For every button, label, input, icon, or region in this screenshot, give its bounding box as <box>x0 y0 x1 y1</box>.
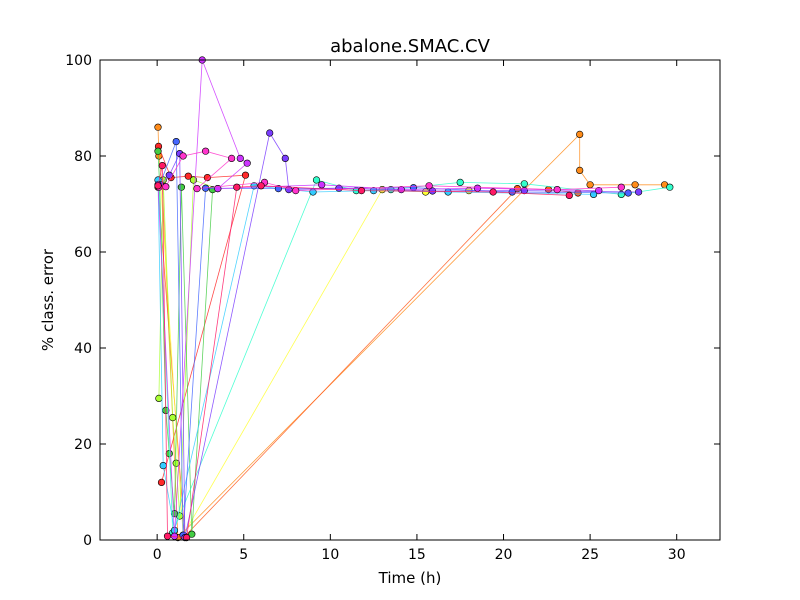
series-12-point-7 <box>489 188 497 196</box>
series-12-point-8 <box>565 191 573 199</box>
series-6-point-8 <box>666 183 674 191</box>
series-8-point-6 <box>508 188 516 196</box>
x-tick-label-1: 5 <box>239 547 248 563</box>
series-6-point-5 <box>456 178 464 186</box>
series-11-point-1 <box>162 183 170 191</box>
series-0-point-4 <box>576 130 584 138</box>
series-5-point-0 <box>154 147 162 155</box>
series-2-point-5 <box>157 478 166 487</box>
series-9-point-5 <box>281 154 289 162</box>
series-4-point-5 <box>189 176 198 184</box>
series-11-point-8 <box>425 182 433 190</box>
series-11 <box>155 147 625 195</box>
series-0-point-7 <box>631 181 639 189</box>
series-11-point-3 <box>202 147 210 155</box>
series-10-line <box>157 59 599 537</box>
series-11-point-5 <box>193 185 201 193</box>
x-tick-label-2: 10 <box>321 547 339 563</box>
y-tick-label-5: 100 <box>65 53 92 69</box>
series-12-point-6 <box>357 187 366 195</box>
y-tick-label-2: 40 <box>74 341 92 357</box>
series-10-point-9 <box>595 187 603 195</box>
y-axis-label: % class. error <box>39 248 57 351</box>
series-11-point-4 <box>228 154 236 162</box>
series-12-point-0 <box>154 182 162 190</box>
series-10-point-8 <box>473 184 482 192</box>
series-2-point-2 <box>184 172 192 180</box>
series-12-point-1 <box>158 162 166 170</box>
series-2-point-3 <box>203 174 211 182</box>
y-tick-label-1: 20 <box>74 437 92 453</box>
y-tick-label-4: 80 <box>74 149 92 165</box>
chart-title: abalone.SMAC.CV <box>330 36 491 57</box>
series-5-point-5 <box>177 183 185 191</box>
x-tick-label-4: 20 <box>495 547 513 563</box>
series-10-point-4 <box>243 159 251 167</box>
series-10-point-3 <box>236 154 244 162</box>
series-9-point-10 <box>634 188 643 196</box>
series-layer <box>154 56 674 542</box>
series-0-point-6 <box>586 181 594 189</box>
series-4-point-2 <box>169 414 177 422</box>
series-12-point-3 <box>183 533 191 542</box>
series-0-point-0 <box>154 123 162 131</box>
series-8-point-1 <box>172 138 180 146</box>
x-tick-label-5: 25 <box>581 547 599 563</box>
x-tick-label-6: 30 <box>668 547 686 563</box>
x-tick-label-3: 15 <box>408 547 426 563</box>
x-axis-label: Time (h) <box>378 569 442 587</box>
series-11-point-7 <box>292 187 300 195</box>
series-1-point-4 <box>574 189 582 197</box>
series-9-point-1 <box>165 171 173 179</box>
series-12-point-4 <box>233 183 241 191</box>
series-5-point-6 <box>188 530 196 538</box>
series-11-point-9 <box>553 186 561 194</box>
series-6-point-6 <box>520 180 528 188</box>
series-7-point-1 <box>159 462 167 470</box>
series-12-point-5 <box>257 182 265 190</box>
plot-frame <box>99 59 721 541</box>
series-8-point-7 <box>624 189 632 197</box>
series-2-point-4 <box>241 171 250 179</box>
series-4-point-3 <box>172 459 180 467</box>
x-tick-label-0: 0 <box>153 547 162 563</box>
series-10 <box>154 56 603 540</box>
ticks-layer: 0 5 10 15 20 25 30 0 20 40 60 80 100 <box>65 53 720 563</box>
series-10-point-6 <box>318 181 326 189</box>
y-tick-label-0: 0 <box>83 533 92 549</box>
series-6-point-2 <box>312 176 321 184</box>
series-10-point-7 <box>397 186 405 194</box>
series-9-point-4 <box>266 129 274 137</box>
y-tick-label-3: 60 <box>74 245 92 261</box>
series-11-point-2 <box>179 152 187 160</box>
series-4-point-0 <box>155 394 163 403</box>
series-12-point-2 <box>163 532 172 540</box>
series-0-point-5 <box>576 166 584 174</box>
series-12 <box>154 162 573 542</box>
series-11-point-10 <box>617 183 625 191</box>
